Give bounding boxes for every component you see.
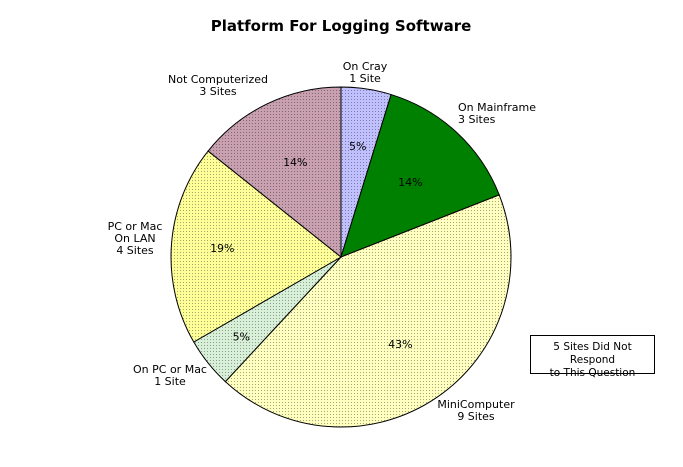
slice-category-label-line: On PC or Mac: [133, 363, 207, 376]
slice-category-label-line: 9 Sites: [457, 410, 495, 423]
slice-category-label-line: On Mainframe: [458, 101, 536, 114]
no-response-note: 5 Sites Did Not Respond to This Question: [530, 335, 655, 379]
slice-category-label: MiniComputer 9 Sites: [437, 398, 515, 423]
pie-slice-texture: [225, 194, 512, 428]
no-response-note-line-1: 5 Sites Did Not Respond: [553, 341, 632, 366]
slice-percent-label: 43%: [388, 338, 412, 351]
slice-category-label-line: 4 Sites: [116, 244, 154, 257]
slice-category-label-line: 1 Site: [349, 72, 381, 85]
slice-category-label: PC or Mac On LAN 4 Sites: [108, 220, 163, 257]
chart-title: Platform For Logging Software: [211, 17, 472, 35]
slice-category-label-line: On Cray: [343, 60, 388, 73]
slice-category-label-line: MiniComputer: [437, 398, 515, 411]
slice-percent-label: 5%: [349, 140, 366, 153]
slice-percent-label: 19%: [210, 242, 234, 255]
slice-percent-label: 14%: [398, 176, 422, 189]
slice-category-label-line: 3 Sites: [458, 113, 496, 126]
pie-slice-texture: [341, 87, 392, 257]
slice-percent-label: 5%: [233, 331, 250, 344]
slice-category-label: On PC or Mac 1 Site: [133, 363, 207, 388]
slice-category-label: On Mainframe 3 Sites: [458, 101, 536, 126]
percent-labels: 5% 14% 43% 5% 19% 14%: [210, 140, 423, 351]
slice-category-label-line: On LAN: [114, 232, 155, 245]
slice-category-label-line: Not Computerized: [168, 73, 268, 86]
slice-category-label-line: PC or Mac: [108, 220, 163, 233]
slice-category-label: Not Computerized 3 Sites: [168, 73, 268, 98]
pie-slices: [170, 86, 512, 428]
pie-slice-texture: [193, 257, 341, 382]
pie-slice: [340, 93, 500, 258]
slice-category-label-line: 1 Site: [154, 375, 186, 388]
slice-percent-label: 14%: [283, 156, 307, 169]
no-response-note-line-2: to This Question: [549, 367, 636, 379]
pie-slice-texture: [171, 151, 341, 342]
pie-slice-texture: [208, 87, 341, 257]
slice-category-label-line: 3 Sites: [199, 85, 237, 98]
slice-category-label: On Cray 1 Site: [343, 60, 388, 85]
